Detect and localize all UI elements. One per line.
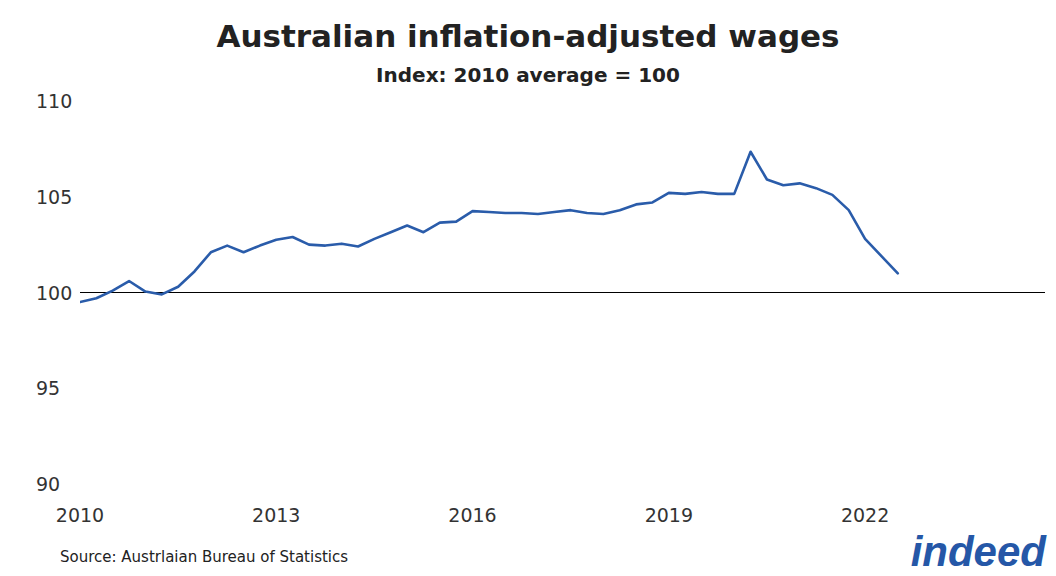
x-tick-label: 2013 bbox=[252, 504, 300, 526]
chart: Australian inflation-adjusted wages Index… bbox=[0, 0, 1056, 576]
source: Source: Austrlaian Bureau of Statistics bbox=[60, 548, 348, 566]
y-tick-label: 110 bbox=[36, 90, 72, 112]
x-tick-label: 2022 bbox=[841, 504, 889, 526]
y-tick-label: 100 bbox=[36, 282, 72, 304]
y-tick-label: 90 bbox=[36, 473, 60, 495]
x-tick-label: 2016 bbox=[448, 504, 496, 526]
x-tick-label: 2010 bbox=[56, 504, 104, 526]
logo: indeed bbox=[911, 528, 1048, 575]
series-line bbox=[80, 152, 898, 302]
title: Australian inflation-adjusted wages bbox=[216, 18, 839, 54]
subtitle: Index: 2010 average = 100 bbox=[376, 63, 680, 87]
reference-line bbox=[80, 292, 1045, 293]
plot-area bbox=[80, 152, 898, 302]
y-tick-label: 105 bbox=[36, 186, 72, 208]
y-tick-label: 95 bbox=[36, 377, 60, 399]
x-tick-label: 2019 bbox=[645, 504, 693, 526]
